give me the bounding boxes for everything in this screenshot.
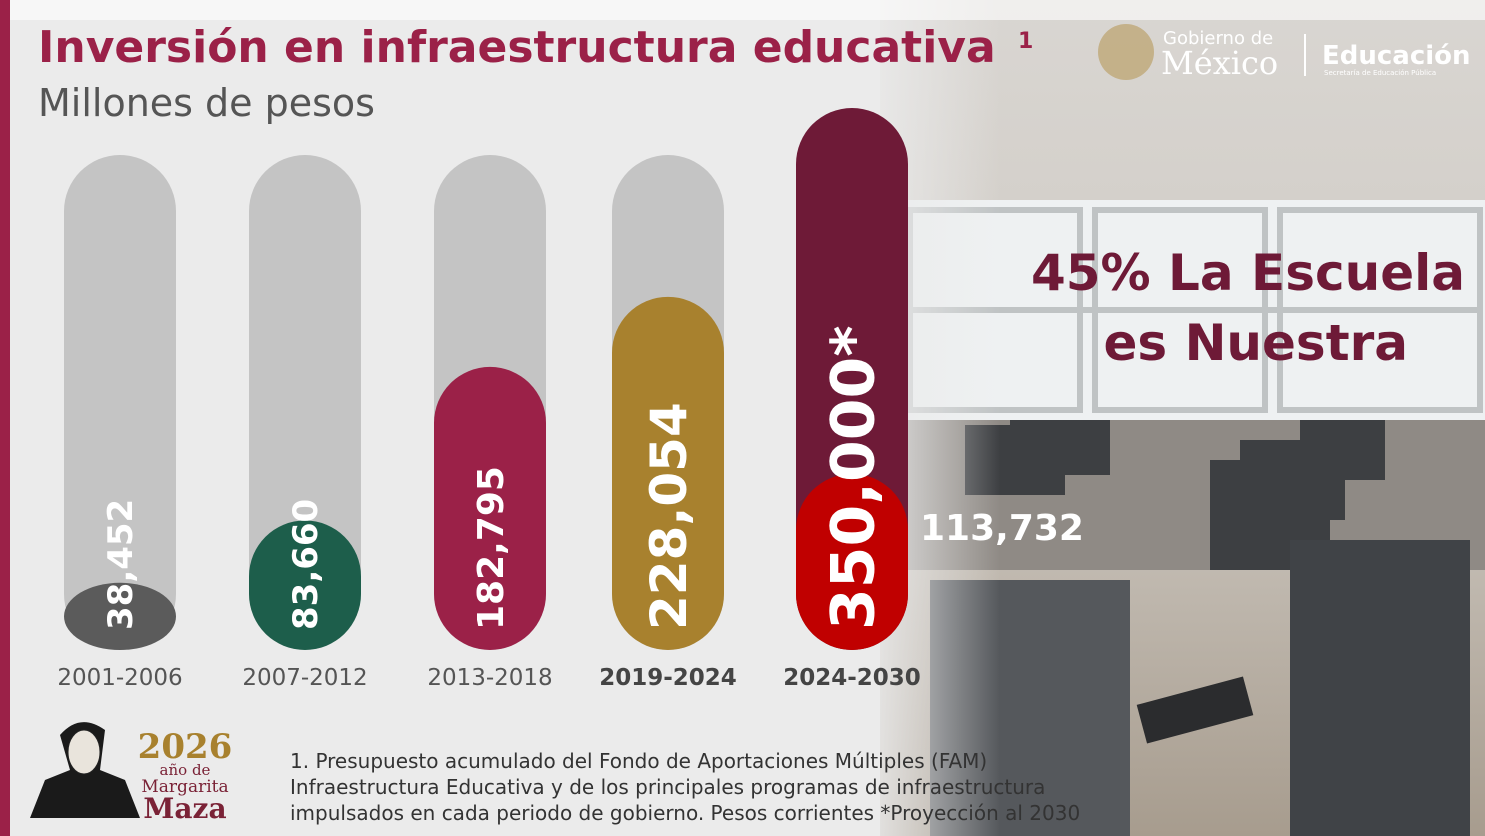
subtitle: Millones de pesos: [38, 81, 375, 125]
x-tick-label: 2019-2024: [599, 665, 737, 691]
logo: Gobierno de México Educación Secretaría …: [1098, 24, 1471, 82]
bar-segment: [796, 473, 908, 650]
annotation: es Nuestra: [1104, 314, 1409, 372]
logo-dept: Educación: [1322, 41, 1471, 71]
logo-main: México: [1161, 44, 1278, 82]
logo-top: Gobierno de: [1163, 28, 1273, 49]
value-label: 83,660: [286, 499, 326, 630]
badge-year: 2026: [138, 727, 233, 767]
x-tick-label: 2024-2030: [783, 665, 921, 691]
badge: 2026 año de Margarita Maza: [30, 722, 232, 825]
badge-line: año de: [160, 761, 211, 779]
bar: [64, 582, 176, 650]
bar-track: [249, 155, 361, 650]
badge-line: Maza: [143, 792, 226, 825]
value-label: 38,452: [101, 499, 141, 630]
bar: [434, 366, 546, 650]
logo-dept-sub: Secretaría de Educación Pública: [1324, 69, 1436, 77]
bar: [249, 520, 361, 650]
bar-track: [64, 155, 176, 650]
value-label: 350,000*: [819, 325, 889, 630]
annotation: 45% La Escuela: [1031, 244, 1465, 302]
side-stripe: [0, 0, 10, 836]
footnote: 1. Presupuesto acumulado del Fondo de Ap…: [290, 749, 987, 773]
x-tick-label: 2013-2018: [427, 665, 552, 691]
photo: [860, 0, 1485, 836]
badge-line: Margarita: [141, 777, 228, 797]
top-band: [10, 0, 1485, 20]
title-note: 1: [1018, 29, 1033, 54]
value-label: 228,054: [640, 402, 698, 630]
value-label: 182,795: [471, 466, 512, 630]
footnote: impulsados en cada periodo de gobierno. …: [290, 801, 1080, 825]
segment-label: 113,732: [920, 508, 1084, 549]
bar: [612, 296, 724, 650]
footnote: Infraestructura Educativa y de los princ…: [290, 775, 1045, 799]
x-tick-label: 2001-2006: [57, 665, 182, 691]
chart-title: Inversión en infraestructura educativa: [38, 22, 996, 73]
x-tick-label: 2007-2012: [242, 665, 367, 691]
